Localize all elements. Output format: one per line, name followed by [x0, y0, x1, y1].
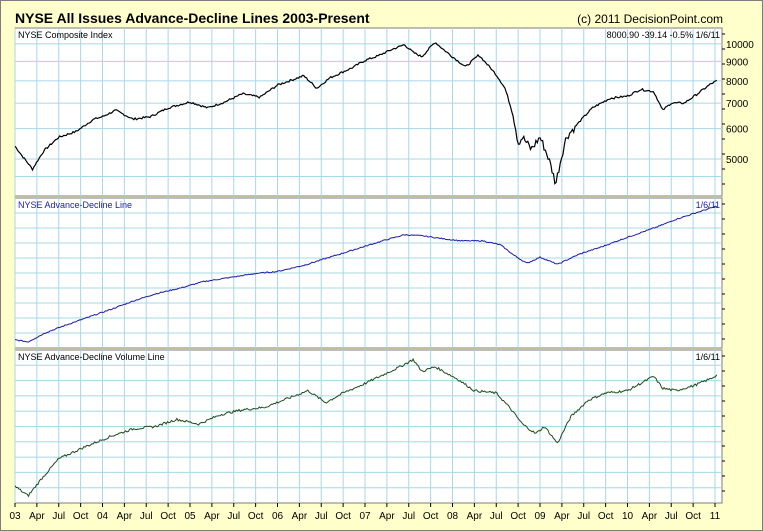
panel-1-readout: 8000.90 -39.14 -0.5% 1/6/11	[607, 30, 720, 40]
x-tick-label: 04	[97, 511, 109, 522]
y-tick-label: 6000	[726, 125, 749, 136]
y-tick-label: 5000	[726, 155, 749, 166]
y-tick-label: 9000	[726, 57, 749, 68]
x-tick-label: Apr	[117, 511, 133, 522]
x-tick-label: Apr	[379, 511, 395, 522]
series-line-3	[14, 357, 718, 498]
x-tick-label: 05	[184, 511, 196, 522]
x-tick-label: Apr	[554, 511, 570, 522]
x-tick-label: Apr	[292, 511, 308, 522]
x-tick-label: 07	[359, 511, 371, 522]
x-tick-label: Apr	[29, 511, 45, 522]
panel-1-area	[14, 27, 723, 197]
x-tick-label: Oct	[248, 511, 264, 522]
panel-2-readout: 1/6/11	[696, 200, 720, 210]
x-tick-label: Apr	[204, 511, 220, 522]
y-tick-label: 8000	[726, 77, 749, 88]
x-tick-label: Apr	[642, 511, 658, 522]
x-tick-label: 08	[447, 511, 459, 522]
x-tick-label: Oct	[685, 511, 701, 522]
x-tick-label: Jul	[52, 511, 65, 522]
panel-2-title: NYSE Advance-Decline Line	[18, 200, 132, 210]
series-line-1	[14, 42, 718, 185]
x-tick-label: Oct	[73, 511, 89, 522]
chart-title: NYSE All Issues Advance-Decline Lines 20…	[15, 10, 370, 26]
panel-1-title: NYSE Composite Index	[18, 30, 113, 40]
x-tick-label: 03	[9, 511, 21, 522]
x-tick-label: Jul	[227, 511, 240, 522]
y-tick-label: 7000	[726, 99, 749, 110]
x-tick-label: Jul	[402, 511, 415, 522]
x-tick-label: Jul	[665, 511, 678, 522]
copyright-credit: (c) 2011 DecisionPoint.com	[577, 12, 723, 26]
x-tick-label: Jul	[577, 511, 590, 522]
x-tick-label: Oct	[598, 511, 614, 522]
x-tick-label: 06	[272, 511, 284, 522]
x-tick-label: 09	[534, 511, 546, 522]
x-tick-label: Oct	[160, 511, 176, 522]
panel-3-readout: 1/6/11	[696, 352, 720, 362]
series-line-2	[14, 205, 717, 343]
x-tick-label: Oct	[423, 511, 439, 522]
x-tick-label: Jul	[315, 511, 328, 522]
x-tick-label: 11	[710, 511, 721, 522]
x-tick-label: Oct	[510, 511, 526, 522]
x-tick-label: 10	[622, 511, 634, 522]
y-tick-label: 10000	[726, 40, 754, 51]
x-tick-label: Jul	[140, 511, 153, 522]
panel-3-title: NYSE Advance-Decline Volume Line	[18, 352, 165, 362]
x-tick-label: Apr	[467, 511, 483, 522]
x-tick-label: Oct	[335, 511, 351, 522]
x-tick-label: Jul	[490, 511, 503, 522]
